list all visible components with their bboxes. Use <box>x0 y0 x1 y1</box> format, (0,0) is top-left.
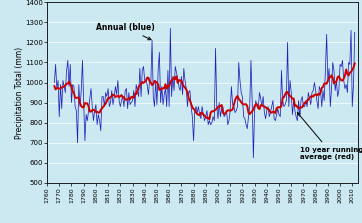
Text: 10 year running
average (red): 10 year running average (red) <box>297 113 362 160</box>
Text: Annual (blue): Annual (blue) <box>96 23 155 40</box>
Y-axis label: Precipitation Total (mm): Precipitation Total (mm) <box>14 46 24 139</box>
